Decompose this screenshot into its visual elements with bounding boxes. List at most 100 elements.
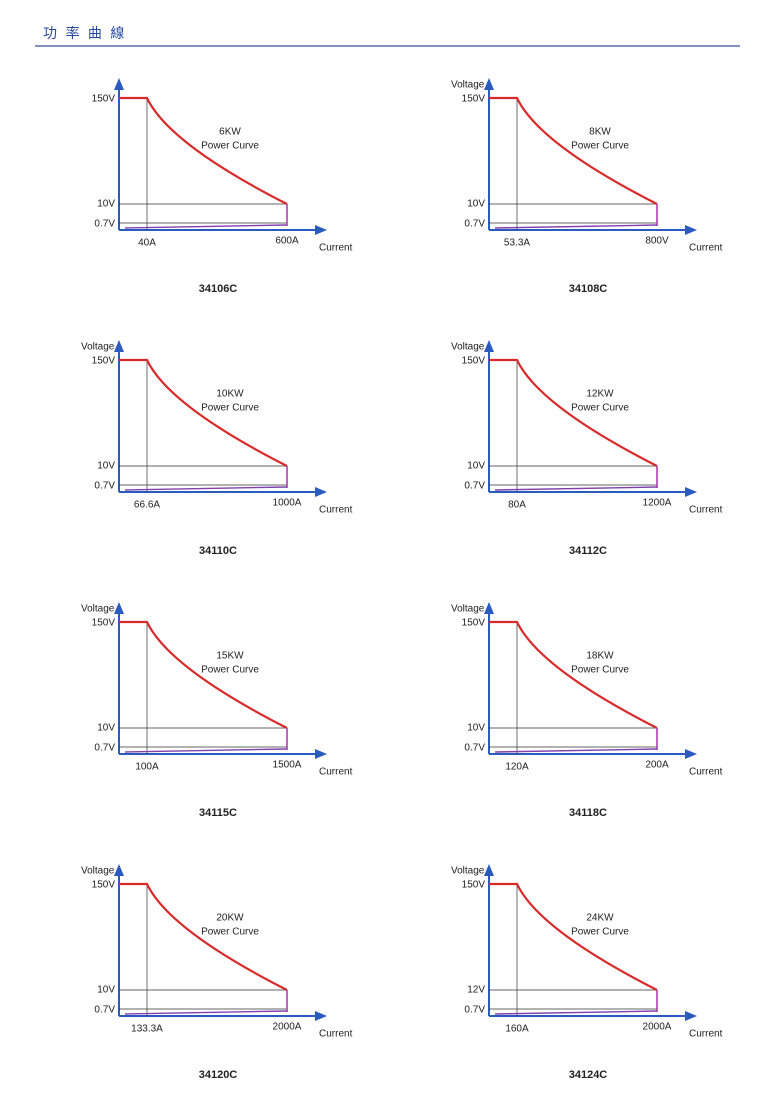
- curve-label: Power Curve: [571, 403, 629, 414]
- voltage-label: 0.7V: [464, 743, 485, 754]
- current-label: 1500A: [273, 760, 302, 771]
- current-label: 80A: [508, 500, 526, 511]
- x-arrow: [685, 1011, 697, 1021]
- voltage-label: 10V: [467, 461, 485, 472]
- voltage-label: 10V: [97, 723, 115, 734]
- y-arrow: [114, 340, 124, 352]
- voltage-label: 0.7V: [94, 481, 115, 492]
- power-label: 18KW: [586, 651, 614, 662]
- voltage-label: 150V: [462, 356, 486, 367]
- page-title: 功 率 曲 線: [43, 25, 126, 42]
- current-label: 200A: [645, 760, 669, 771]
- y-axis-label: Voltage: [81, 866, 115, 877]
- curve-label: Power Curve: [571, 665, 629, 676]
- voltage-label: 10V: [467, 199, 485, 210]
- low-line: [124, 1010, 288, 1015]
- y-arrow: [484, 602, 494, 614]
- x-axis-label: Current: [689, 1029, 723, 1040]
- power-label: 6KW: [219, 127, 241, 138]
- x-axis-label: Current: [319, 767, 353, 778]
- current-label: 100A: [135, 762, 159, 773]
- y-axis-label: Voltage: [451, 866, 485, 877]
- y-arrow: [484, 340, 494, 352]
- x-axis-label: Current: [689, 767, 723, 778]
- voltage-label: 0.7V: [464, 481, 485, 492]
- y-axis-label: Voltage: [451, 342, 485, 353]
- y-arrow: [114, 78, 124, 90]
- curve-label: Power Curve: [571, 927, 629, 938]
- y-arrow: [484, 864, 494, 876]
- x-arrow: [315, 1011, 327, 1021]
- power-curve: [489, 882, 658, 991]
- voltage-label: 0.7V: [464, 1005, 485, 1016]
- current-label: 600A: [275, 236, 299, 247]
- model-label: 34118C: [569, 807, 607, 819]
- curve-label: Power Curve: [201, 927, 259, 938]
- curve-label: Power Curve: [201, 665, 259, 676]
- low-line: [494, 748, 658, 753]
- x-axis-label: Current: [689, 505, 723, 516]
- x-axis-label: Current: [319, 243, 353, 254]
- low-line: [124, 224, 288, 229]
- current-label: 53.3A: [504, 238, 530, 249]
- voltage-label: 10V: [97, 985, 115, 996]
- voltage-label: 0.7V: [94, 1005, 115, 1016]
- y-arrow: [114, 602, 124, 614]
- power-label: 15KW: [216, 651, 244, 662]
- voltage-label: 10V: [467, 723, 485, 734]
- model-label: 34112C: [569, 545, 607, 557]
- voltage-label: 150V: [92, 880, 116, 891]
- voltage-label: 150V: [462, 618, 486, 629]
- y-axis-label: Voltage: [81, 604, 115, 615]
- low-line: [124, 486, 288, 491]
- power-curve: [489, 358, 658, 467]
- model-label: 34110C: [199, 545, 237, 557]
- voltage-label: 0.7V: [94, 743, 115, 754]
- voltage-label: 150V: [462, 880, 486, 891]
- current-label: 160A: [505, 1024, 529, 1035]
- low-line: [494, 224, 658, 229]
- y-axis-label: Voltage: [451, 80, 485, 91]
- power-curve: [119, 358, 288, 467]
- x-arrow: [315, 749, 327, 759]
- voltage-label: 0.7V: [464, 219, 485, 230]
- x-arrow: [315, 225, 327, 235]
- x-axis-label: Current: [319, 505, 353, 516]
- model-label: 34106C: [199, 283, 238, 295]
- current-label: 120A: [505, 762, 529, 773]
- voltage-label: 0.7V: [94, 219, 115, 230]
- curve-label: Power Curve: [201, 141, 259, 152]
- y-arrow: [484, 78, 494, 90]
- low-line: [494, 1010, 658, 1015]
- current-label: 2000A: [643, 1022, 672, 1033]
- voltage-label: 10V: [97, 199, 115, 210]
- current-label: 800V: [645, 236, 669, 247]
- y-axis-label: Voltage: [81, 342, 115, 353]
- power-curve: [119, 620, 288, 729]
- x-axis-label: Current: [319, 1029, 353, 1040]
- x-arrow: [685, 749, 697, 759]
- curve-label: Power Curve: [201, 403, 259, 414]
- power-label: 8KW: [589, 127, 611, 138]
- voltage-label: 150V: [92, 618, 116, 629]
- voltage-label: 12V: [467, 985, 485, 996]
- model-label: 34108C: [569, 283, 608, 295]
- y-axis-label: Voltage: [451, 604, 485, 615]
- model-label: 34120C: [199, 1069, 238, 1081]
- power-label: 20KW: [216, 913, 244, 924]
- power-label: 10KW: [216, 389, 244, 400]
- current-label: 66.6A: [134, 500, 160, 511]
- current-label: 1000A: [273, 498, 302, 509]
- voltage-label: 150V: [462, 94, 486, 105]
- power-curve: [119, 96, 288, 205]
- y-arrow: [114, 864, 124, 876]
- power-curve: [489, 96, 658, 205]
- current-label: 133.3A: [131, 1024, 163, 1035]
- low-line: [494, 486, 658, 491]
- x-arrow: [685, 225, 697, 235]
- voltage-label: 150V: [92, 94, 116, 105]
- x-arrow: [685, 487, 697, 497]
- power-label: 24KW: [586, 913, 614, 924]
- model-label: 34124C: [569, 1069, 608, 1081]
